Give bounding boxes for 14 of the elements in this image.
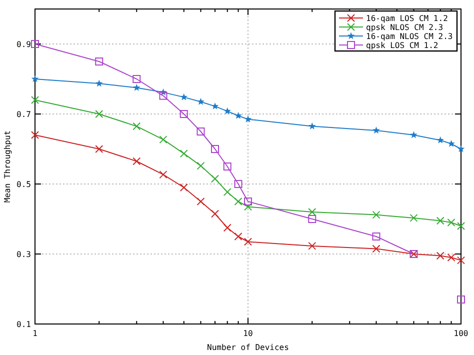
legend-label: qpsk NLOS CM 2.3 bbox=[366, 23, 444, 32]
legend-label: 16-qam NLOS CM 2.3 bbox=[366, 32, 453, 41]
y-tick-label: 0.7 bbox=[16, 110, 32, 119]
y-tick-label: 0.9 bbox=[16, 40, 32, 49]
x-tick-label: 100 bbox=[454, 329, 468, 338]
x-tick-label: 1 bbox=[32, 329, 38, 338]
y-axis-title: Mean Throughput bbox=[3, 130, 12, 203]
legend-label: 16-qam LOS CM 1.2 bbox=[366, 14, 448, 23]
y-tick-label: 0.1 bbox=[16, 320, 32, 329]
y-tick-label: 0.3 bbox=[16, 250, 32, 259]
legend-label: qpsk LOS CM 1.2 bbox=[366, 41, 438, 50]
y-tick-label: 0.5 bbox=[16, 180, 32, 189]
x-axis-title: Number of Devices bbox=[207, 343, 290, 352]
x-tick-label: 10 bbox=[243, 329, 253, 338]
